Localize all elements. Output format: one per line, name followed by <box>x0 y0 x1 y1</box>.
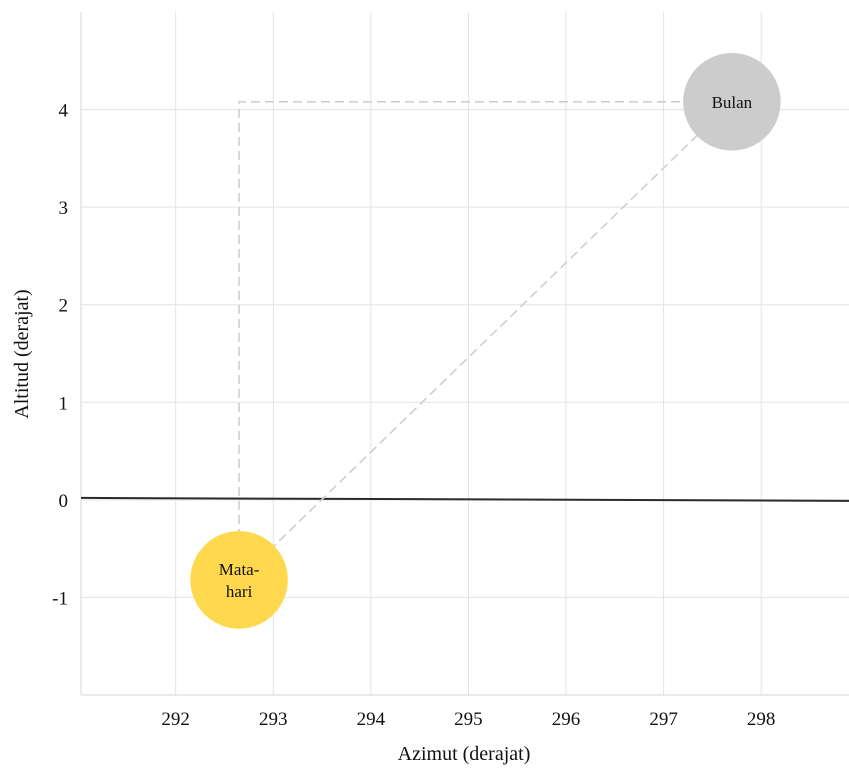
x-axis-title: Azimut (derajat) <box>398 743 531 765</box>
x-tick-label: 295 <box>454 709 483 730</box>
plot-frame <box>80 12 849 696</box>
y-tick-label: -1 <box>52 588 68 609</box>
x-tick-label: 294 <box>357 709 386 730</box>
horizon-layer <box>80 496 849 502</box>
y-tick-label: 0 <box>59 491 69 512</box>
elbow-guide-line <box>238 100 732 580</box>
x-axis-ticks: 292 293 294 295 296 297 298 <box>161 709 775 730</box>
x-tick-label: 293 <box>259 709 288 730</box>
x-tick-label: 292 <box>161 709 190 730</box>
y-axis-title: Altitud (derajat) <box>11 289 33 418</box>
moon-label: Bulan <box>712 93 753 112</box>
guide-lines <box>238 100 733 581</box>
moon-disc <box>683 52 781 151</box>
horizon-line <box>80 496 849 502</box>
x-tick-label: 298 <box>747 709 776 730</box>
sun-disc <box>190 531 288 629</box>
direct-guide-line <box>238 101 733 581</box>
sun-marker: Mata-hari <box>190 531 288 629</box>
sun-label: Mata- <box>219 560 260 579</box>
y-tick-label: 3 <box>59 198 69 219</box>
sun-label: hari <box>226 582 253 601</box>
moon-marker: Bulan <box>683 52 781 151</box>
y-tick-label: 2 <box>59 296 69 317</box>
y-tick-label: 1 <box>59 393 69 414</box>
x-tick-label: 297 <box>649 709 678 730</box>
y-tick-label: 4 <box>59 101 69 122</box>
grid <box>81 12 849 695</box>
celestial-bodies: Mata-hari Bulan <box>190 52 781 629</box>
x-tick-label: 296 <box>552 709 581 730</box>
y-axis-ticks: 4 3 2 1 0 -1 <box>52 101 68 610</box>
